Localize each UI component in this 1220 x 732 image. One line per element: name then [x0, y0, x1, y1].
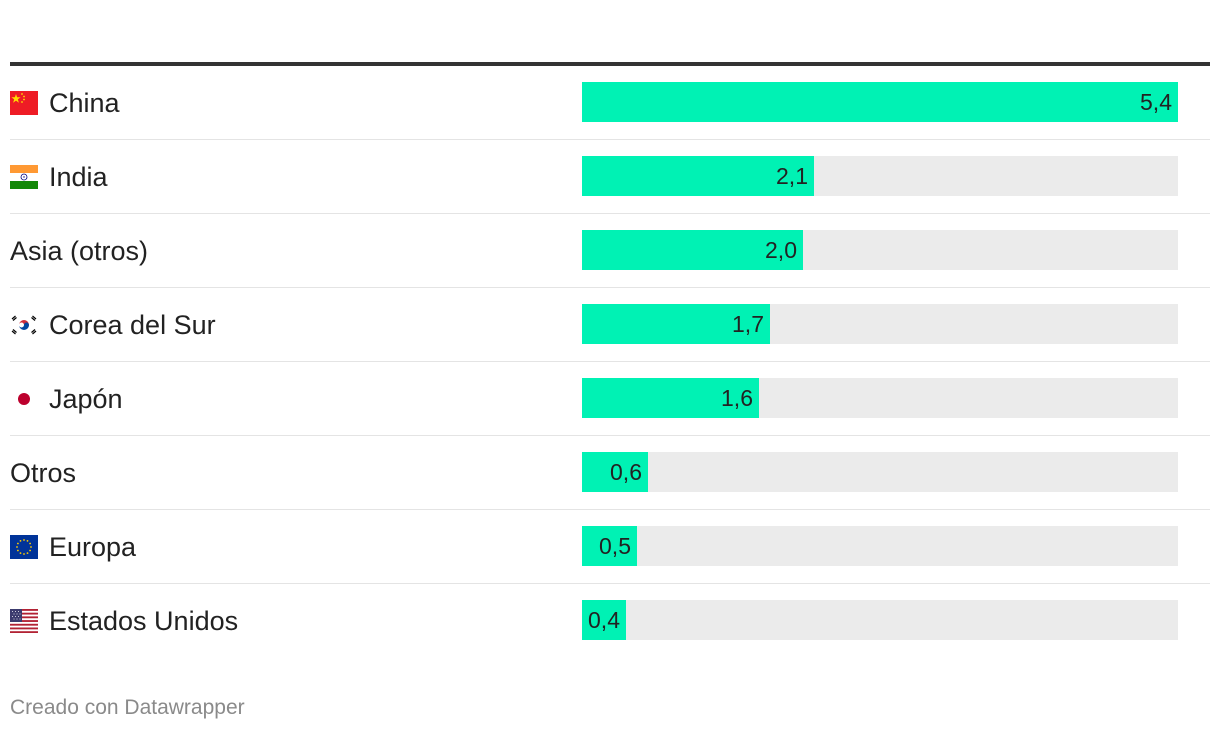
value-label: 2,1 [776, 163, 808, 189]
top-rule [10, 62, 1210, 66]
row-label: Europa [10, 510, 136, 584]
chart-row: Asia (otros) 2,0 [10, 214, 1210, 288]
bar-track: 0,6 [582, 452, 1178, 492]
row-label-text: Japón [49, 383, 123, 414]
bar [582, 600, 626, 640]
china-flag-icon [10, 89, 38, 117]
row-label-text: Asia (otros) [10, 235, 149, 266]
bar [582, 156, 814, 196]
bar [582, 230, 803, 270]
bar-track: 0,4 [582, 600, 1178, 640]
row-label: India [10, 140, 108, 214]
chart-row: China 5,4 [10, 66, 1210, 140]
bar [582, 526, 637, 566]
eu-flag-icon [10, 533, 38, 561]
bar [582, 304, 770, 344]
chart-row: Corea del Sur 1,7 [10, 288, 1210, 362]
bar [582, 82, 1178, 122]
row-label: Otros [10, 436, 76, 510]
india-flag-icon [10, 163, 38, 191]
south-korea-flag-icon [10, 311, 38, 339]
chart-row: Europa 0,5 [10, 510, 1210, 584]
bar [582, 452, 648, 492]
row-label: Estados Unidos [10, 584, 238, 658]
row-label: Japón [10, 362, 123, 436]
value-label: 1,6 [721, 385, 753, 411]
value-label: 5,4 [1140, 89, 1172, 115]
row-label-text: Europa [49, 531, 137, 562]
value-label: 2,0 [765, 237, 797, 263]
usa-flag-icon [10, 607, 38, 635]
row-label-text: China [49, 87, 120, 118]
row-label-text: Estados Unidos [49, 605, 239, 636]
row-label: Corea del Sur [10, 288, 216, 362]
bar-track: 5,4 [582, 82, 1178, 122]
value-label: 0,4 [588, 607, 620, 633]
bar-track: 0,5 [582, 526, 1178, 566]
bar [582, 378, 759, 418]
row-label-text: India [49, 161, 108, 192]
row-label: Asia (otros) [10, 214, 148, 288]
chart-row: Otros 0,6 [10, 436, 1210, 510]
row-label-text: Otros [10, 457, 77, 488]
row-label-text: Corea del Sur [49, 309, 216, 340]
chart-row: Japón 1,6 [10, 362, 1210, 436]
bar-track: 2,1 [582, 156, 1178, 196]
japan-flag-icon [10, 385, 38, 413]
bar-track: 1,7 [582, 304, 1178, 344]
bar-track: 2,0 [582, 230, 1178, 270]
value-label: 0,6 [610, 459, 642, 485]
bar-chart: China 5,4 India 2,1 Asia (otros) 2,0 [10, 62, 1210, 658]
chart-row: India 2,1 [10, 140, 1210, 214]
footer-credit: Creado con Datawrapper [10, 696, 245, 719]
value-label: 1,7 [732, 311, 764, 337]
chart-row: Estados Unidos 0,4 [10, 584, 1210, 658]
bar-track: 1,6 [582, 378, 1178, 418]
value-label: 0,5 [599, 533, 631, 559]
row-label: China [10, 66, 120, 140]
